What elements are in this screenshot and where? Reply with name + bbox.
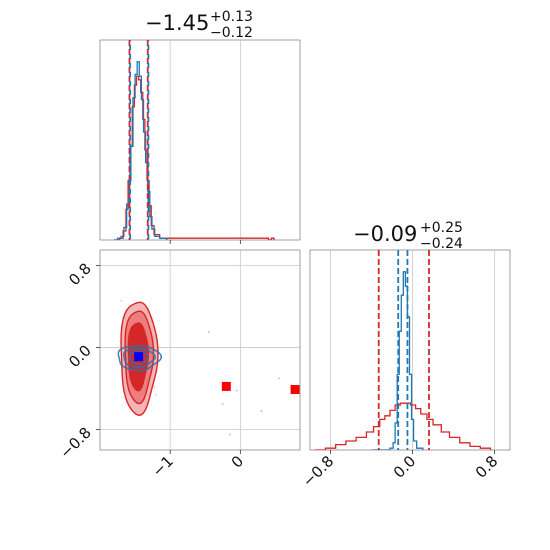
outlier-point-5 [277,377,280,380]
contour-frame [99,249,301,451]
contour-panel: −1 0 0.8 0.0 −0.8 [56,249,301,480]
hist2-xtick-label-2: 0.8 [472,452,502,482]
histogram-panel-1: −1.45 +0.13 −0.12 [99,9,301,244]
outlier-point-4 [260,410,263,413]
histogram-panel-2: −0.8 0.0 0.8 −0.09 +0.25 −0.24 [299,220,511,491]
title-2-value: −0.09 [353,222,417,246]
hist2-series-red [315,402,492,450]
sample-point [154,393,157,396]
outlier-point-0 [207,331,210,334]
sample-point [120,299,123,302]
blue-contour-1 [122,348,156,369]
sample-point [153,386,156,389]
contour-ytick-label-0: 0.8 [65,259,95,289]
title-2-plus: +0.25 [420,220,463,236]
marker-1 [221,381,231,391]
hist1-series-blue [114,61,168,240]
hist2-xtick-label-0: −0.8 [299,452,337,490]
marker-0 [134,352,144,362]
title-1-value: −1.45 [145,11,209,35]
hist1-series-red [114,75,275,240]
contour-xtick-label-0: −1 [149,452,177,480]
outlier-point-3 [235,389,238,392]
title-1-plus: +0.13 [210,9,253,25]
marker-2 [290,384,300,394]
outlier-point-1 [221,402,224,405]
histogram-2-frame [309,249,511,451]
outlier-point-2 [228,433,231,436]
hist2-series-blue [371,271,424,450]
contour-xtick-label-1: 0 [228,452,247,471]
histogram-1-frame [99,39,301,241]
title-1-minus: −0.12 [210,25,253,41]
hist2-xtick-label-1: 0.0 [390,452,420,482]
title-2-minus: −0.24 [420,236,463,252]
blue-contour-0 [117,345,163,372]
contour-ytick-label-1: 0.0 [65,342,95,372]
contour-ytick-label-2: −0.8 [56,424,94,462]
